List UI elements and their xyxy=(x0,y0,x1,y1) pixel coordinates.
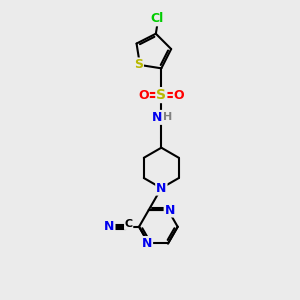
Text: N: N xyxy=(165,203,175,217)
Text: C: C xyxy=(124,219,133,230)
Text: N: N xyxy=(152,111,163,124)
Text: N: N xyxy=(104,220,115,233)
Text: S: S xyxy=(134,58,143,71)
Text: O: O xyxy=(174,88,184,102)
Text: N: N xyxy=(156,182,167,195)
Text: S: S xyxy=(156,88,166,102)
Text: O: O xyxy=(138,88,149,102)
Text: N: N xyxy=(142,237,152,250)
Text: Cl: Cl xyxy=(151,12,164,26)
Text: H: H xyxy=(163,112,172,122)
